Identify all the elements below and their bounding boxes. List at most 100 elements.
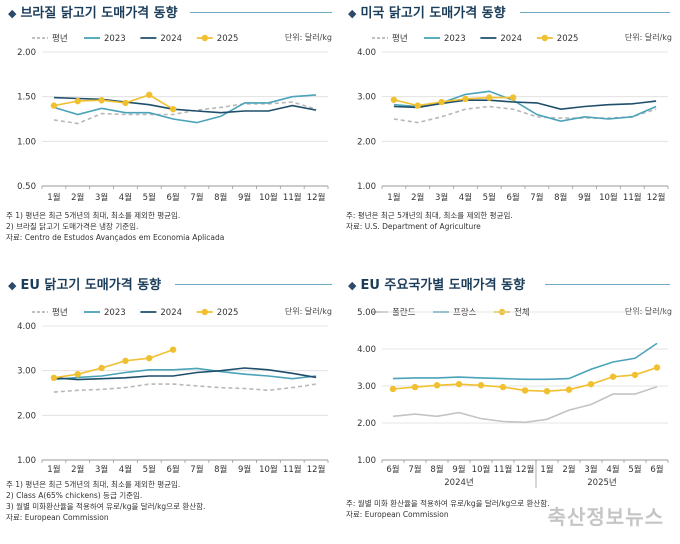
panel-title-text: 미국 닭고기 도매가격 동향 [360,6,506,21]
x-tick-label: 3월 [95,464,108,475]
legend-item: 평년 [372,33,408,44]
y-tick-label: 2.00 [17,48,36,58]
unit-label: 단위: 달러/kg [625,306,672,316]
title-rule [175,284,332,285]
data-point [122,99,129,107]
legend-label: 2024 [500,34,522,44]
panel-title-text: 브라질 닭고기 도매가격 동향 [20,6,178,21]
data-point [50,102,58,109]
chart-eu-country: 단위: 달러/kg 폴란드 프랑스 전체 1.00 2.00 3.00 4.00 5.00 6월 7… [357,306,672,488]
x-tick-label: 5월 [143,192,156,203]
panel-title: ◆ EU 주요국가별 도매가격 동향 [348,274,525,293]
x-tick-label: 8월 [430,464,443,475]
x-tick-label: 6월 [650,464,663,475]
x-tick-label: 11월 [623,192,642,203]
legend-label: 2023 [104,34,126,44]
legend-marker [201,34,208,42]
legend-label: 프랑스 [453,307,477,318]
y-tick-label: 1.50 [17,93,36,103]
chart-eu: 단위: 달러/kg 평년 2023 2024 2025 1.00 2.00 3.00 4.00 1… [17,306,332,475]
data-point [438,98,445,106]
x-tick-label: 5월 [628,464,641,475]
y-tick-label: 1.00 [357,182,376,192]
data-point [433,382,441,389]
data-point [122,357,129,365]
note-line: 주: 평년은 최근 5개년의 최대, 최소를 제외한 평균임. [346,211,513,220]
x-tick-label: 10월 [599,192,618,203]
legend-item: 프랑스 [433,307,477,318]
y-tick-label: 1.00 [17,456,36,466]
chart-notes: 주: 월별 미화 환산율을 적용하여 유로/kg을 달러/kg으로 환산함. 자… [346,498,550,520]
x-tick-label: 1월 [540,464,553,475]
x-tick-label: 7월 [408,464,421,475]
chart-brazil: 단위: 달러/kg 평년 2023 2024 2025 0.50 1.00 1.50 2.00 1… [17,32,332,203]
data-point [509,94,517,101]
x-tick-label: 3월 [584,464,597,475]
note-line: 주: 월별 미화 환산율을 적용하여 유로/kg을 달러/kg으로 환산함. [346,499,550,508]
title-rule [520,12,670,13]
chart-usa: 단위: 달러/kg 평년 2023 2024 2025 1.00 2.00 3.00 4.00 1… [357,32,672,203]
title-rule [190,12,332,13]
x-tick-label: 10월 [259,192,278,203]
series-line [53,383,317,393]
note-line: 3) 월별 미화환산율을 적용하여 유로/kg을 달러/kg으로 환산함. [6,502,206,511]
x-tick-label: 6월 [166,464,179,475]
x-tick-label: 5월 [143,464,156,475]
y-tick-label: 3.00 [17,367,36,377]
watermark: 축산정보뉴스 [547,505,664,529]
series-line [393,99,657,111]
legend-label: 2025 [557,34,579,44]
data-point [146,354,153,362]
unit-label: 단위: 달러/kg [285,32,332,42]
note-source: 자료: Centro de Estudos Avançados em Econo… [6,233,225,242]
y-tick-label: 2.00 [357,419,376,429]
series-line [53,94,317,124]
legend-label: 평년 [52,307,68,318]
legend-marker [541,34,548,42]
data-point [169,105,177,113]
legend-item: 2025 [196,34,239,44]
x-tick-label: 4월 [119,192,132,203]
legend-item: 2024 [140,34,182,44]
x-tick-label: 1월 [47,464,60,475]
series-line [393,105,657,124]
x-tick-label: 12월 [516,464,535,475]
x-tick-label: 2월 [411,192,424,203]
series-line [53,101,317,125]
data-point [455,380,463,388]
x-tick-label: 6월 [506,192,519,203]
y-tick-label: 5.00 [357,308,376,318]
note-source: 자료: U.S. Department of Agriculture [346,222,481,231]
legend-label: 2025 [217,34,239,44]
x-tick-label: 9월 [238,464,251,475]
x-tick-label: 2월 [71,192,84,203]
diamond-icon: ◆ [348,7,357,20]
data-point [462,95,469,103]
panel-title: ◆ 브라질 닭고기 도매가격 동향 [8,2,178,21]
data-point [74,97,81,105]
x-tick-label: 2월 [562,464,575,475]
note-source: 자료: European Commission [6,513,109,522]
series-line [53,367,317,381]
x-tick-label: 11월 [494,464,513,475]
x-tick-label: 8월 [214,464,227,475]
data-point [50,374,58,382]
data-point [499,383,507,391]
x-tick-label: 7월 [190,192,203,203]
x-tick-label: 12월 [307,464,326,475]
data-point [98,364,105,372]
unit-label: 단위: 달러/kg [625,32,672,42]
data-point [587,380,595,388]
y-tick-label: 2.00 [17,411,36,421]
y-tick-label: 0.50 [17,182,36,192]
x-tick-label: 4월 [459,192,472,203]
x-tick-label: 10월 [259,464,278,475]
panel-title-text: EU 주요국가별 도매가격 동향 [360,278,526,293]
panel-eu-country: ◆ EU 주요국가별 도매가격 동향 단위: 달러/kg 폴란드 프랑스 전체 1.00 2… [340,272,680,544]
data-point [74,371,81,378]
x-tick-label: 7월 [530,192,543,203]
legend-item: 평년 [32,33,68,44]
data-point [565,386,573,393]
data-point [389,385,397,393]
x-tick-label: 1월 [387,192,400,203]
